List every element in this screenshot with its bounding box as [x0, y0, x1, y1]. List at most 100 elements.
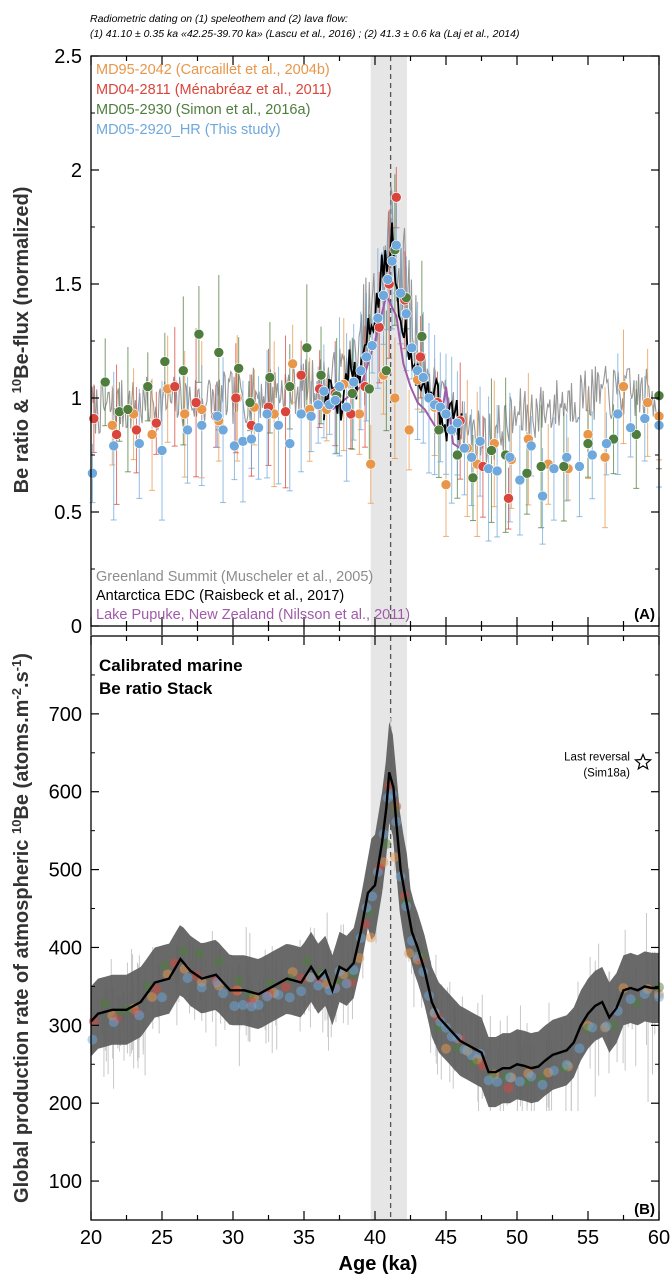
- md05_2920-point: [312, 399, 324, 411]
- panel-a-label: (A): [634, 606, 655, 623]
- md95_2042-point: [196, 404, 208, 415]
- md05_2930-stack-point: [159, 960, 170, 971]
- x-axis-label: Age (ka): [339, 1253, 418, 1275]
- md95_2042-stack-point: [389, 852, 400, 863]
- md05_2920-point: [253, 422, 264, 433]
- md05_2920-stack-point: [134, 1010, 145, 1021]
- md05_2920-point: [182, 424, 193, 436]
- md95_2042-point: [287, 358, 298, 370]
- md05_2930-point: [346, 388, 358, 399]
- x-tick-label: 50: [506, 1227, 528, 1249]
- md05_2920-stack-point: [313, 980, 324, 991]
- md04_2811-point: [190, 397, 202, 408]
- md05_2930-stack-point: [301, 955, 312, 966]
- panel-b-y-tick-label: 100: [49, 1171, 82, 1193]
- panel-b-label: (B): [634, 1201, 655, 1218]
- panel-b-y-tick-label: 500: [49, 860, 82, 882]
- md05_2920-stack-point: [587, 1022, 598, 1033]
- md95_2042-point: [389, 392, 401, 404]
- md05_2920-stack-point: [625, 994, 636, 1005]
- md05_2930-point: [521, 467, 533, 479]
- panel-a-y-tick-label: 2: [71, 160, 82, 182]
- md05_2930-point: [315, 369, 327, 381]
- md04_2811-stack-point: [503, 1082, 514, 1093]
- panel-b-title-line: Calibrated marine: [99, 656, 243, 675]
- md05_2920-point: [446, 424, 457, 436]
- md05_2920-point: [514, 474, 526, 486]
- md05_2920-point: [108, 440, 120, 452]
- panel-b-y-tick-label: 700: [49, 704, 82, 726]
- md05_2920-stack-point: [341, 978, 352, 989]
- md05_2920-point: [491, 465, 503, 477]
- md05_2930-point: [364, 383, 375, 395]
- last-reversal-star-icon: [633, 752, 653, 771]
- md05_2930-point: [213, 347, 225, 358]
- md05_2930-stack-point: [114, 1006, 125, 1017]
- y-label-part: 10: [9, 379, 24, 393]
- md04_2811-point: [111, 429, 122, 440]
- md05_2920-point: [229, 440, 240, 452]
- md05_2930-stack-point: [178, 946, 189, 957]
- md05_2920-point: [474, 436, 486, 447]
- md05_2920-point: [639, 413, 651, 424]
- md05_2920-stack-point: [262, 991, 273, 1002]
- md05_2920-stack-point: [87, 1034, 98, 1045]
- md95_2042-stack-point: [354, 952, 365, 963]
- md04_2811-point: [415, 351, 426, 363]
- md05_2920-point: [417, 372, 429, 383]
- md05_2920-stack-point: [504, 1072, 515, 1083]
- md05_2920-point: [586, 449, 598, 461]
- md05_2920-stack-point: [574, 1043, 585, 1054]
- md04_2811-point: [503, 493, 514, 504]
- md05_2930-point: [193, 328, 205, 340]
- md05_2920-stack-point: [492, 1076, 503, 1087]
- md05_2920-stack-point: [306, 972, 317, 983]
- md05_2930-point: [630, 429, 642, 440]
- md05_2920-point: [537, 490, 548, 502]
- md04_2811-point: [390, 192, 402, 203]
- md05_2920-point: [246, 433, 257, 445]
- md05_2930-stack-point: [193, 948, 204, 959]
- header-line-1: Radiometric dating on (1) speleothem and…: [90, 13, 348, 25]
- panel-b-y-axis-label: Global production rate of atmospheric 10…: [9, 653, 34, 1203]
- last-reversal-source: (Sim18a): [583, 767, 630, 779]
- md05_2920-stack-point: [348, 965, 359, 976]
- md04_2811-point: [230, 392, 242, 404]
- md05_2920-point: [504, 451, 516, 463]
- md95_2042-stack-point: [365, 932, 376, 943]
- legend-pupuke: Lake Pupuke, New Zealand (Nilsson et al.…: [96, 607, 410, 623]
- md05_2930-point: [284, 381, 296, 392]
- x-tick-label: 60: [648, 1227, 670, 1249]
- md05_2920-point: [440, 408, 452, 420]
- md05_2930-point: [433, 424, 445, 436]
- md05_2930-point: [178, 365, 189, 376]
- md95_2042-point: [179, 408, 191, 420]
- panel-b-y-tick-label: 600: [49, 782, 82, 804]
- md05_2920-point: [574, 461, 585, 472]
- md05_2920-point: [452, 417, 463, 429]
- md05_2920-stack-point: [229, 1001, 240, 1012]
- md05_2920-point: [87, 467, 98, 479]
- md95_2042-point: [642, 397, 653, 408]
- panel-a-y-tick-label: 0: [71, 616, 82, 638]
- md05_2920-point: [366, 340, 378, 351]
- md05_2930-stack-point: [233, 975, 244, 986]
- md05_2920-stack-point: [639, 988, 650, 999]
- md05_2920-point: [395, 287, 406, 299]
- y-label-part: 10: [9, 820, 24, 834]
- md05_2920-point: [372, 312, 384, 324]
- legend-md05_2920: MD05-2920_HR (This study): [96, 122, 281, 138]
- md05_2920-point: [305, 410, 317, 422]
- md05_2920-stack-point: [218, 988, 229, 999]
- md95_2042-stack-point: [147, 992, 158, 1003]
- md05_2920-stack-point: [483, 1075, 494, 1086]
- md05_2930-point: [99, 376, 111, 388]
- md05_2920-stack-point: [273, 989, 284, 1000]
- md05_2920-point: [435, 401, 446, 413]
- md05_2920-point: [273, 420, 284, 431]
- x-tick-label: 30: [222, 1227, 244, 1249]
- md05_2920-stack-point: [526, 1071, 537, 1082]
- md05_2920-stack-point: [459, 1044, 470, 1055]
- md05_2930-point: [122, 404, 134, 415]
- panel-a-y-tick-label: 2.5: [54, 46, 82, 68]
